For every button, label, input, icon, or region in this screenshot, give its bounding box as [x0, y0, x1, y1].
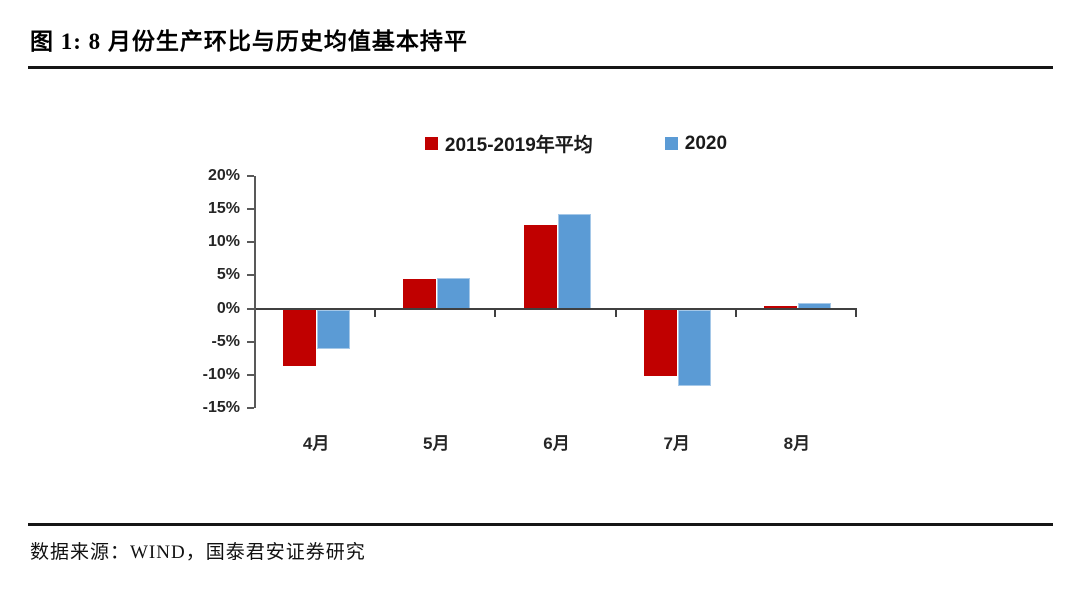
y-axis-label: 10%	[207, 233, 240, 251]
bar-2020-5月	[437, 278, 471, 309]
x-axis-tick	[855, 309, 857, 317]
y-axis-tick	[247, 175, 254, 177]
bar-2020-4月	[317, 309, 351, 350]
x-axis-label: 8月	[783, 434, 811, 453]
footer-divider	[28, 523, 1053, 526]
legend-swatch-2020	[664, 137, 678, 150]
x-axis-tick	[734, 309, 737, 317]
x-axis-label: 4月	[302, 434, 330, 453]
bar-2015-2019年平均-4月	[283, 309, 317, 366]
y-axis-label: -5%	[211, 332, 240, 350]
y-axis-label: 20%	[207, 167, 240, 184]
legend-swatch-2015-2019年平均	[424, 137, 438, 150]
bar-2015-2019年平均-7月	[643, 309, 677, 376]
x-axis-tick	[494, 309, 497, 317]
y-axis-tick	[247, 241, 254, 244]
bar-2015-2019年平均-6月	[523, 225, 557, 309]
x-axis-tick	[374, 309, 377, 317]
y-axis-tick	[247, 208, 254, 211]
x-axis-label: 5月	[423, 434, 450, 453]
figure-title: 图 1: 8 月份生产环比与历史均值基本持平	[30, 29, 468, 54]
y-axis-tick	[247, 307, 254, 310]
data-source-text: 数据来源：WIND，国泰君安证券研究	[30, 542, 366, 563]
legend-item: 2015-2019年平均	[424, 130, 593, 157]
y-axis-label: -10%	[202, 365, 240, 383]
y-axis-line	[254, 176, 256, 408]
y-axis-tick	[247, 407, 254, 409]
y-axis-label: 0%	[216, 299, 240, 317]
bar-2015-2019年平均-8月	[763, 305, 797, 309]
y-axis-label: 5%	[216, 266, 240, 284]
legend-item: 2020	[664, 132, 728, 155]
x-axis-line	[256, 307, 857, 310]
bar-2020-6月	[557, 214, 591, 309]
legend-label: 2015-2019年平均	[444, 135, 593, 156]
bar-2015-2019年平均-5月	[403, 278, 437, 309]
legend-label: 2020	[684, 132, 728, 154]
chart-legend: 2015-2019年平均 2020	[256, 130, 896, 157]
bar-2020-7月	[677, 309, 711, 386]
x-axis-label: 6月	[543, 434, 570, 453]
y-axis-tick	[247, 373, 254, 376]
plot-area: 20% 15% 10% 5% 0% -5% -10% -15% 4月 5月 6月 7月 8月	[203, 167, 857, 453]
x-axis-label: 7月	[663, 434, 690, 453]
x-axis-tick	[614, 309, 617, 317]
y-axis-tick	[247, 274, 254, 277]
y-axis-label: -15%	[202, 399, 240, 416]
title-divider	[28, 66, 1053, 69]
y-axis-label: 15%	[207, 200, 240, 218]
y-axis-tick	[247, 340, 254, 343]
